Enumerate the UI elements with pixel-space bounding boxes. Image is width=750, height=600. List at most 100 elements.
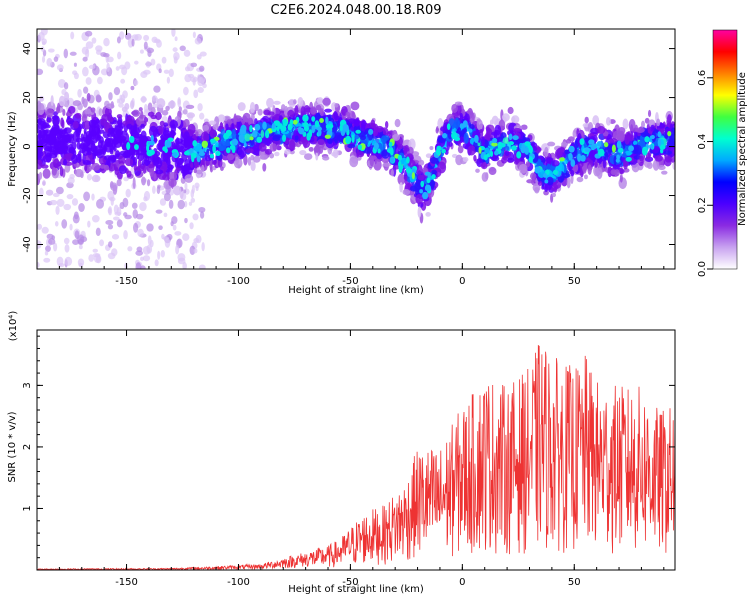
spectrogram-cell bbox=[486, 126, 491, 136]
spectrogram-cell bbox=[149, 165, 155, 178]
spectrogram-cell bbox=[322, 97, 331, 106]
spectrogram-cell bbox=[491, 115, 499, 125]
spectrogram-cell bbox=[56, 198, 65, 208]
spectrogram-peak bbox=[249, 136, 254, 141]
spectrogram-cell bbox=[646, 161, 653, 170]
spectrogram-cell bbox=[41, 55, 46, 63]
spectrogram-cell bbox=[533, 146, 538, 151]
spectrogram-peak bbox=[617, 147, 624, 153]
spectrogram-cell bbox=[113, 204, 119, 215]
spectrogram-peak bbox=[579, 138, 585, 146]
spectrogram-peak bbox=[650, 144, 654, 150]
spectrogram-cell bbox=[127, 246, 133, 252]
spectrogram-cell bbox=[61, 134, 66, 143]
spectrogram-peak bbox=[591, 143, 597, 150]
spectrogram-cell bbox=[136, 116, 145, 126]
spectrogram-cell bbox=[572, 129, 577, 138]
spectrogram-cell bbox=[573, 163, 579, 173]
spectrogram-peak bbox=[129, 135, 135, 143]
spectrogram-cell bbox=[155, 112, 162, 121]
spectrogram-cell bbox=[123, 212, 128, 217]
spectrogram-peak bbox=[303, 125, 309, 132]
x-tick-label: 50 bbox=[568, 577, 581, 588]
spectrogram-cell bbox=[608, 138, 618, 143]
spectrogram-cell bbox=[126, 115, 135, 124]
spectrogram-cell bbox=[39, 187, 44, 197]
spectrogram-peak bbox=[552, 169, 559, 175]
spectrogram-peak bbox=[451, 131, 458, 140]
spectrogram-cell bbox=[193, 237, 200, 243]
spectrogram-cell bbox=[322, 155, 330, 161]
spectrogram-cell bbox=[98, 108, 103, 117]
spectrogram-cell bbox=[266, 97, 274, 108]
spectrogram-cell bbox=[43, 129, 49, 135]
spectrogram-cell bbox=[120, 94, 126, 103]
y-tick-label: 3 bbox=[22, 382, 33, 388]
spectrogram-cell bbox=[237, 146, 247, 158]
spectrogram-cell bbox=[594, 161, 598, 168]
spectrogram-cell bbox=[134, 33, 142, 41]
spectrogram-cell bbox=[504, 150, 510, 157]
spectrogram-cell bbox=[202, 124, 210, 131]
spectrogram-cell bbox=[95, 49, 102, 55]
spectrogram-cell bbox=[209, 158, 213, 171]
spectrogram-cell bbox=[154, 259, 159, 267]
spectrogram-peak bbox=[249, 124, 253, 133]
spectrogram-cell bbox=[107, 224, 114, 230]
spectrogram-cell bbox=[196, 54, 202, 60]
spectrogram-cell bbox=[335, 115, 340, 121]
spectrogram-cell bbox=[663, 150, 673, 155]
spectrogram-cell bbox=[37, 261, 40, 268]
spectrogram-cell bbox=[631, 162, 640, 173]
spectrogram-cell bbox=[380, 135, 387, 144]
spectrogram-cell bbox=[82, 56, 88, 62]
spectrogram-cell bbox=[153, 136, 158, 144]
spectrogram-peak bbox=[422, 191, 429, 200]
spectrogram-peak bbox=[657, 131, 662, 138]
spectrogram-cell bbox=[605, 116, 611, 126]
spectrogram-cell bbox=[140, 110, 144, 119]
spectrogram-cell bbox=[530, 172, 537, 180]
spectrogram-cell bbox=[164, 127, 170, 133]
spectrogram-cell bbox=[77, 238, 84, 246]
spectrogram-peak bbox=[489, 150, 494, 157]
spectrogram-cell bbox=[96, 76, 103, 85]
spectrogram-cell bbox=[359, 134, 367, 141]
spectrogram-cell bbox=[163, 69, 170, 74]
spectrogram-peak bbox=[446, 123, 451, 131]
spectrogram-cell bbox=[565, 170, 570, 178]
spectrogram-cell bbox=[116, 98, 120, 104]
spectrogram-cell bbox=[61, 219, 68, 229]
spectrogram-peak bbox=[570, 159, 576, 167]
spectrogram-cell bbox=[136, 165, 145, 172]
spectrogram-cell bbox=[105, 103, 115, 110]
spectrogram-cell bbox=[50, 128, 55, 139]
spectrogram-peak bbox=[559, 157, 565, 162]
spectrogram-cell bbox=[72, 130, 81, 143]
snr-x-label: Height of straight line (km) bbox=[288, 584, 424, 595]
spectrogram-peak bbox=[271, 123, 276, 130]
spectrogram-peak bbox=[223, 132, 230, 140]
spectrogram-cell bbox=[284, 148, 291, 155]
spectrogram-cell bbox=[639, 155, 644, 162]
spectrogram-cell bbox=[158, 225, 163, 231]
spectrogram-cell bbox=[105, 220, 114, 226]
spectrogram-cell bbox=[66, 193, 74, 200]
spectrogram-cell bbox=[501, 156, 508, 164]
spectrogram-cell bbox=[641, 120, 645, 129]
spectrogram-cell bbox=[159, 198, 167, 206]
x-tick-label: 50 bbox=[568, 276, 581, 287]
spectrogram-cell bbox=[109, 181, 114, 189]
spectrogram-peak bbox=[494, 150, 499, 156]
spectrogram-cell bbox=[55, 186, 64, 195]
colorbar-axis: 0.0 0.2 0.4 0.6 bbox=[697, 70, 713, 277]
spectrogram-cell bbox=[551, 192, 557, 198]
spectrogram-cell bbox=[37, 141, 43, 149]
spectrogram-cell bbox=[308, 146, 314, 152]
spectrogram-cell bbox=[63, 237, 70, 245]
spectrogram-cell bbox=[437, 161, 447, 174]
spectrogram-peak bbox=[252, 130, 258, 138]
spectrogram-cell bbox=[141, 176, 146, 186]
x-tick-label: -150 bbox=[115, 577, 138, 588]
x-tick-label: -100 bbox=[227, 577, 250, 588]
